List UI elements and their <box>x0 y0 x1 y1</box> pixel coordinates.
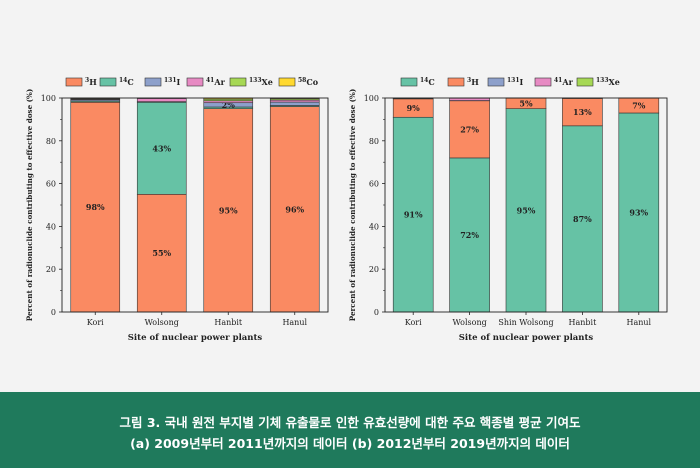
legend-label-14C: 14C <box>119 77 134 88</box>
legend-swatch-14C <box>400 77 418 87</box>
data-label: 96% <box>285 204 304 214</box>
x-tick-label: Hanbit <box>569 318 598 327</box>
chart-a: 98% Kori 55% 43% Wolsong 95% 2% Hanbit 96% Hanul 0… <box>25 77 329 343</box>
bar-segment-3H-hanul <box>269 106 320 313</box>
legend-label-133Xe: 133Xe <box>596 77 620 88</box>
y-tick-label: 40 <box>46 222 56 231</box>
legend-label-41Ar: 41Ar <box>554 77 574 88</box>
data-label: 95% <box>219 205 238 215</box>
figure-area: 98% Kori 55% 43% Wolsong 95% 2% Hanbit 96% Hanul 0… <box>25 76 668 343</box>
y-tick-label: 0 <box>51 308 56 317</box>
legend-swatch-133Xe <box>576 77 594 87</box>
data-label: 93% <box>629 207 648 217</box>
legend-swatch-3H <box>447 77 465 87</box>
y-tick-label: 100 <box>41 94 56 103</box>
bar-segment-3H-hanbit <box>562 98 603 127</box>
y-axis-title: Percent of radionuclide contributing to … <box>25 89 34 322</box>
legend-swatch-58Co <box>278 77 296 87</box>
legend-label-131I: 131I <box>164 77 181 88</box>
y-tick-label: 0 <box>374 308 379 317</box>
bar-segment-3H-wolsong <box>449 100 490 159</box>
y-tick-label: 80 <box>369 137 379 146</box>
x-tick-label: Hanbit <box>214 318 243 327</box>
legend-swatch-3H <box>65 77 83 87</box>
legend-swatch-131I <box>144 77 162 87</box>
data-label: 91% <box>404 210 423 220</box>
x-tick-label: Wolsong <box>452 318 486 327</box>
bar-segment-3H-hanbit <box>203 108 254 313</box>
x-tick-label: Hanul <box>282 318 307 327</box>
data-label: 72% <box>460 230 479 240</box>
legend-label-58Co: 58Co <box>298 77 319 88</box>
data-label: 55% <box>152 248 171 258</box>
y-tick-label: 20 <box>46 265 56 274</box>
legend-label-3H: 3H <box>467 77 479 88</box>
x-tick-label: Kori <box>405 318 422 327</box>
bar-segment-14C-shin-wolsong <box>505 108 547 313</box>
data-label: 2% <box>222 100 236 110</box>
legend-label-3H: 3H <box>85 77 97 88</box>
bar-segment-3H-kori <box>70 101 121 313</box>
data-label: 27% <box>460 124 479 134</box>
data-label: 9% <box>407 103 421 113</box>
legend-swatch-41Ar <box>534 77 552 87</box>
charts-svg: 98% Kori 55% 43% Wolsong 95% 2% Hanbit 96% Hanul 0… <box>25 77 668 343</box>
y-tick-label: 20 <box>369 265 379 274</box>
data-label: 7% <box>632 101 646 111</box>
x-tick-label: Shin Wolsong <box>498 318 553 327</box>
x-tick-label: Hanul <box>626 318 651 327</box>
legend-label-14C: 14C <box>420 77 435 88</box>
bar-segment-14C-hanbit <box>562 125 603 313</box>
legend-label-133Xe: 133Xe <box>249 77 273 88</box>
caption-line-2: (a) 2009년부터 2011년까지의 데이터 (b) 2012년부터 201… <box>130 436 570 451</box>
y-tick-label: 100 <box>364 94 379 103</box>
bar-segment-41Ar-wolsong <box>449 97 490 101</box>
x-axis-title: Site of nuclear power plants <box>128 333 263 343</box>
data-label: 95% <box>517 205 536 215</box>
data-label: 13% <box>573 107 592 117</box>
legend-swatch-14C <box>99 77 117 87</box>
bar-segment-14C-wolsong <box>449 157 490 313</box>
legend-swatch-41Ar <box>186 77 204 87</box>
y-tick-label: 40 <box>369 222 379 231</box>
x-axis-title: Site of nuclear power plants <box>459 333 594 343</box>
bar-segment-41Ar-wolsong <box>136 98 187 102</box>
bar-segment-14C-kori <box>392 116 434 313</box>
chart-b: 91% 9% Kori 72% 27% Wolsong 95% 5% Shin Wolsong 8… <box>348 77 668 343</box>
y-axis-title: Percent of radionuclide contributing to … <box>348 89 357 322</box>
data-label: 43% <box>152 143 171 153</box>
x-tick-label: Wolsong <box>145 318 179 327</box>
caption-line-1: 그림 3. 국내 원전 부지별 기체 유출물로 인한 유효선량에 대한 주요 핵… <box>119 415 581 430</box>
legend-label-41Ar: 41Ar <box>206 77 226 88</box>
legend-label-131I: 131I <box>507 77 524 88</box>
data-label: 5% <box>519 98 533 108</box>
y-tick-label: 60 <box>369 180 379 189</box>
legend-swatch-133Xe <box>229 77 247 87</box>
y-tick-label: 80 <box>46 137 56 146</box>
caption-bar: 그림 3. 국내 원전 부지별 기체 유출물로 인한 유효선량에 대한 주요 핵… <box>0 392 700 468</box>
bar-segment-131I-hanul <box>269 101 320 106</box>
legend-swatch-131I <box>487 77 505 87</box>
data-label: 87% <box>573 214 592 224</box>
data-label: 98% <box>86 202 105 212</box>
y-tick-label: 60 <box>46 180 56 189</box>
x-tick-label: Kori <box>87 318 104 327</box>
